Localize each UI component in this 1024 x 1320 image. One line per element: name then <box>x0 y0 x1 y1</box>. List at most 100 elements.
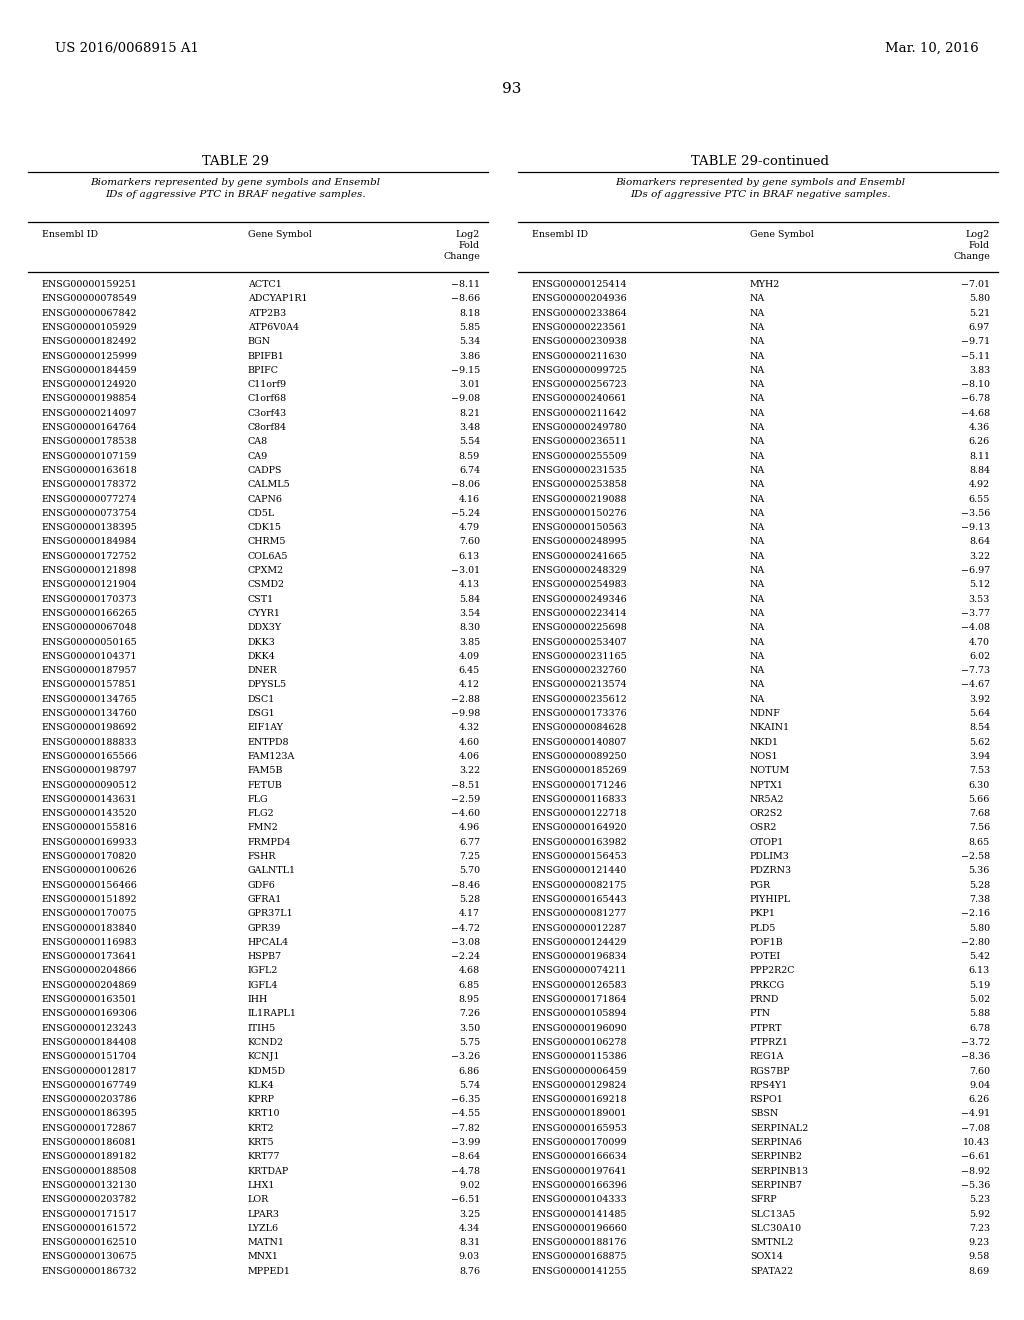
Text: PGR: PGR <box>750 880 771 890</box>
Text: −7.73: −7.73 <box>961 667 990 675</box>
Text: ENSG00000104333: ENSG00000104333 <box>532 1195 628 1204</box>
Text: −9.71: −9.71 <box>961 337 990 346</box>
Text: ENSG00000173376: ENSG00000173376 <box>532 709 628 718</box>
Text: Gene Symbol: Gene Symbol <box>750 230 814 239</box>
Text: −6.97: −6.97 <box>961 566 990 576</box>
Text: ENSG00000249780: ENSG00000249780 <box>532 422 628 432</box>
Text: ENSG00000178538: ENSG00000178538 <box>42 437 137 446</box>
Text: 4.32: 4.32 <box>459 723 480 733</box>
Text: 7.26: 7.26 <box>459 1010 480 1018</box>
Text: KRT77: KRT77 <box>248 1152 281 1162</box>
Text: 7.68: 7.68 <box>969 809 990 818</box>
Text: ENSG00000188833: ENSG00000188833 <box>42 738 137 747</box>
Text: 8.31: 8.31 <box>459 1238 480 1247</box>
Text: ENSG00000125414: ENSG00000125414 <box>532 280 628 289</box>
Text: 3.22: 3.22 <box>459 766 480 775</box>
Text: −4.91: −4.91 <box>961 1109 990 1118</box>
Text: 5.70: 5.70 <box>459 866 480 875</box>
Text: ENSG00000183840: ENSG00000183840 <box>42 924 137 932</box>
Text: NA: NA <box>750 480 765 490</box>
Text: SERPINA6: SERPINA6 <box>750 1138 802 1147</box>
Text: DPYSL5: DPYSL5 <box>248 680 287 689</box>
Text: ENSG00000203786: ENSG00000203786 <box>42 1096 137 1104</box>
Text: −4.68: −4.68 <box>961 409 990 417</box>
Text: CA9: CA9 <box>248 451 268 461</box>
Text: PTN: PTN <box>750 1010 771 1018</box>
Text: −5.36: −5.36 <box>961 1181 990 1189</box>
Text: NA: NA <box>750 437 765 446</box>
Text: BPIFB1: BPIFB1 <box>248 351 285 360</box>
Text: −9.13: −9.13 <box>961 523 990 532</box>
Text: 7.56: 7.56 <box>969 824 990 833</box>
Text: HSPB7: HSPB7 <box>248 952 283 961</box>
Text: ENSG00000169218: ENSG00000169218 <box>532 1096 628 1104</box>
Text: 8.21: 8.21 <box>459 409 480 417</box>
Text: 3.25: 3.25 <box>459 1209 480 1218</box>
Text: PIYHIPL: PIYHIPL <box>750 895 792 904</box>
Text: PRKCG: PRKCG <box>750 981 785 990</box>
Text: −2.88: −2.88 <box>451 694 480 704</box>
Text: IGFL2: IGFL2 <box>248 966 279 975</box>
Text: ENTPD8: ENTPD8 <box>248 738 290 747</box>
Text: NA: NA <box>750 566 765 576</box>
Text: REG1A: REG1A <box>750 1052 784 1061</box>
Text: 4.12: 4.12 <box>459 680 480 689</box>
Text: −4.60: −4.60 <box>451 809 480 818</box>
Text: FRMPD4: FRMPD4 <box>248 838 292 846</box>
Text: 6.02: 6.02 <box>969 652 990 661</box>
Text: KRT2: KRT2 <box>248 1123 274 1133</box>
Text: ENSG00000213574: ENSG00000213574 <box>532 680 628 689</box>
Text: Biomarkers represented by gene symbols and Ensembl
IDs of aggressive PTC in BRAF: Biomarkers represented by gene symbols a… <box>615 178 905 199</box>
Text: SPATA22: SPATA22 <box>750 1267 794 1275</box>
Text: ENSG00000230938: ENSG00000230938 <box>532 337 628 346</box>
Text: 7.53: 7.53 <box>969 766 990 775</box>
Text: ENSG00000121898: ENSG00000121898 <box>42 566 137 576</box>
Text: ENSG00000090512: ENSG00000090512 <box>42 780 137 789</box>
Text: ENSG00000169933: ENSG00000169933 <box>42 838 138 846</box>
Text: 5.12: 5.12 <box>969 581 990 589</box>
Text: GDF6: GDF6 <box>248 880 275 890</box>
Text: Mar. 10, 2016: Mar. 10, 2016 <box>886 42 979 55</box>
Text: ENSG00000186081: ENSG00000186081 <box>42 1138 137 1147</box>
Text: GALNTL1: GALNTL1 <box>248 866 296 875</box>
Text: ENSG00000050165: ENSG00000050165 <box>42 638 138 647</box>
Text: 6.78: 6.78 <box>969 1023 990 1032</box>
Text: KPRP: KPRP <box>248 1096 275 1104</box>
Text: 8.30: 8.30 <box>459 623 480 632</box>
Text: NOTUM: NOTUM <box>750 766 791 775</box>
Text: ENSG00000173641: ENSG00000173641 <box>42 952 137 961</box>
Text: 6.77: 6.77 <box>459 838 480 846</box>
Text: ENSG00000185269: ENSG00000185269 <box>532 766 628 775</box>
Text: ENSG00000121904: ENSG00000121904 <box>42 581 137 589</box>
Text: FAM123A: FAM123A <box>248 752 295 760</box>
Text: −8.66: −8.66 <box>451 294 480 304</box>
Text: ENSG00000006459: ENSG00000006459 <box>532 1067 628 1076</box>
Text: −8.36: −8.36 <box>961 1052 990 1061</box>
Text: LHX1: LHX1 <box>248 1181 275 1189</box>
Text: 4.68: 4.68 <box>459 966 480 975</box>
Text: −3.77: −3.77 <box>961 609 990 618</box>
Text: KRT10: KRT10 <box>248 1109 281 1118</box>
Text: 5.34: 5.34 <box>459 337 480 346</box>
Text: 8.69: 8.69 <box>969 1267 990 1275</box>
Text: CYYR1: CYYR1 <box>248 609 281 618</box>
Text: LOR: LOR <box>248 1195 269 1204</box>
Text: ENSG00000196834: ENSG00000196834 <box>532 952 628 961</box>
Text: 10.43: 10.43 <box>963 1138 990 1147</box>
Text: −5.24: −5.24 <box>451 508 480 517</box>
Text: 5.84: 5.84 <box>459 594 480 603</box>
Text: PPP2R2C: PPP2R2C <box>750 966 796 975</box>
Text: ENSG00000188508: ENSG00000188508 <box>42 1167 137 1176</box>
Text: PDZRN3: PDZRN3 <box>750 866 793 875</box>
Text: 7.60: 7.60 <box>459 537 480 546</box>
Text: ADCYAP1R1: ADCYAP1R1 <box>248 294 307 304</box>
Text: SERPINB7: SERPINB7 <box>750 1181 802 1189</box>
Text: ENSG00000164920: ENSG00000164920 <box>532 824 628 833</box>
Text: ENSG00000078549: ENSG00000078549 <box>42 294 137 304</box>
Text: 5.75: 5.75 <box>459 1038 480 1047</box>
Text: ENSG00000170099: ENSG00000170099 <box>532 1138 628 1147</box>
Text: 3.85: 3.85 <box>459 638 480 647</box>
Text: KRTDAP: KRTDAP <box>248 1167 289 1176</box>
Text: −7.08: −7.08 <box>961 1123 990 1133</box>
Text: −7.82: −7.82 <box>451 1123 480 1133</box>
